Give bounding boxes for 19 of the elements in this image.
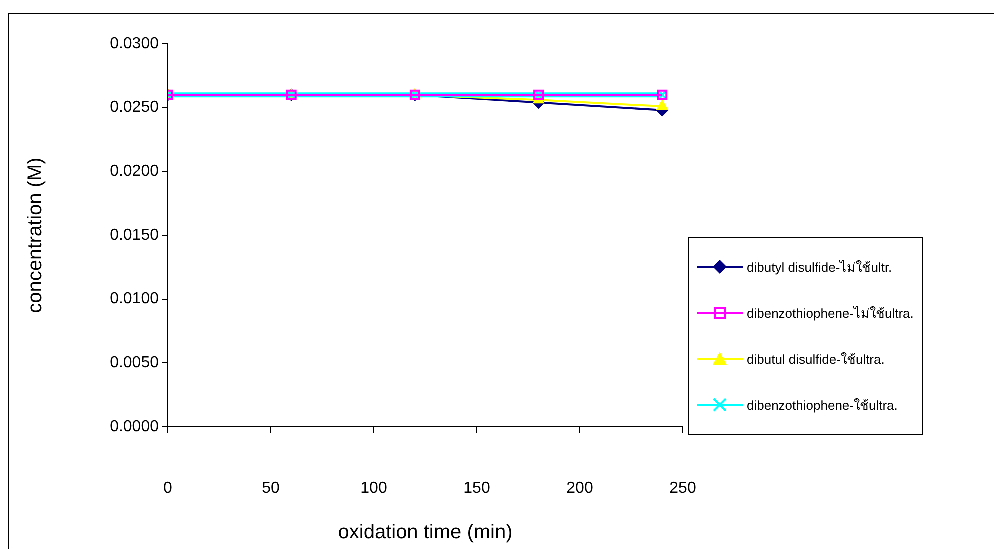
x-tick-label: 50 [262,480,280,498]
x-tick-label: 250 [670,480,696,498]
x-axis-title: oxidation time (min) [338,522,513,544]
y-tick-label: 0.0050 [110,354,160,372]
legend-label: dibutyl disulfide-ไม่ใช้ultr. [747,258,892,277]
y-tick-label: 0.0000 [110,418,160,436]
y-tick-label: 0.0150 [110,226,160,244]
y-tick-label: 0.0250 [110,99,160,116]
x-tick-label: 150 [464,480,490,498]
legend-label: dibenzothiophene-ใช้ultra. [747,396,898,415]
x-tick-label: 0 [164,480,173,498]
x-tick-label: 200 [566,480,594,498]
y-tick-label: 0.0300 [110,35,160,52]
y-axis-title: concentration (M) [24,158,47,314]
y-tick-label: 0.0100 [110,290,160,308]
x-tick-label: 100 [360,480,388,498]
legend-label: dibutul disulfide-ใช้ultra. [747,350,885,368]
y-tick-label: 0.0200 [110,163,160,180]
legend-label: dibenzothiophene-ไม่ใช้ultra. [747,304,914,323]
